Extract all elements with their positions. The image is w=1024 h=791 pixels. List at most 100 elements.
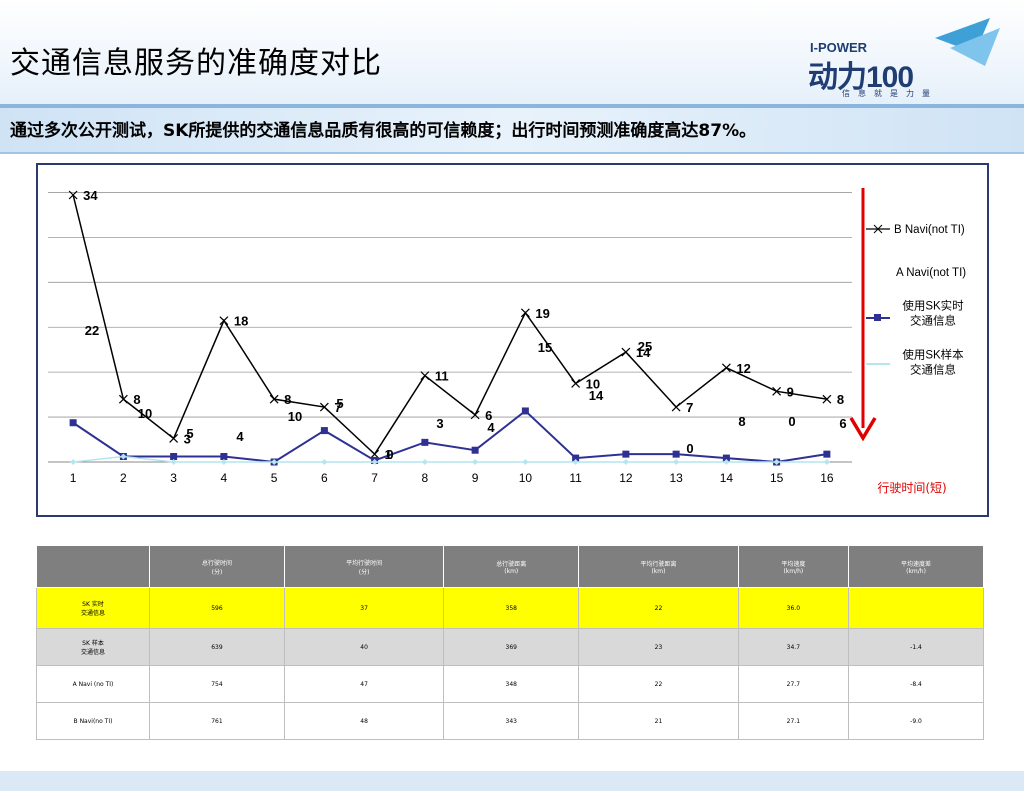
series-3-point xyxy=(371,459,378,465)
series-0-point xyxy=(420,371,430,381)
series-3-point xyxy=(622,459,629,465)
data-label: 4 xyxy=(487,420,495,435)
data-label: 3 xyxy=(184,431,191,446)
x-tick-label: 3 xyxy=(170,471,177,485)
data-label: 8 xyxy=(837,392,844,407)
legend-label: 使用SK样本 xyxy=(902,348,964,362)
table-header-cell: 平均速度差 (km/h) xyxy=(848,545,984,588)
table-header-row: 总行驶时间 (分) 平均行驶时间 (分) 总行驶距离 (km) 平均行驶距离 (km) 平均速度… xyxy=(36,545,984,588)
x-tick-label: 1 xyxy=(70,471,77,485)
series-0-point xyxy=(571,379,581,388)
table-cell: 369 xyxy=(443,628,580,666)
brand-logo: I-POWER 动力100 信息就是力量 xyxy=(800,18,1010,98)
series-0-point xyxy=(772,386,782,396)
table-header-cell: 平均行驶时间 (分) xyxy=(283,545,445,588)
data-label: 10 xyxy=(138,406,152,421)
series-line-2 xyxy=(72,409,828,464)
table-cell: 596 xyxy=(149,587,285,629)
data-label: 4 xyxy=(236,429,244,444)
x-tick-label: 11 xyxy=(569,471,582,485)
table-cell: 761 xyxy=(149,702,285,740)
series-line-0 xyxy=(72,194,827,456)
table-header-cell: 平均速度 (km/h) xyxy=(737,545,850,588)
x-tick-label: 13 xyxy=(669,471,683,485)
series-0-point xyxy=(520,308,530,318)
series-2-point xyxy=(220,453,228,461)
x-tick-label: 9 xyxy=(472,471,479,485)
series-0-point xyxy=(219,316,229,326)
comparison-table: 总行驶时间 (分) 平均行驶时间 (分) 总行驶距离 (km) 平均行驶距离 (km) 平均速度… xyxy=(36,545,984,740)
data-label: 1 xyxy=(385,447,392,462)
series-0-point xyxy=(822,394,832,404)
series-line-3 xyxy=(73,455,827,463)
series-0-point xyxy=(671,402,681,412)
x-tick-label: 15 xyxy=(770,471,784,485)
table-cell: 47 xyxy=(283,665,445,703)
table-cell: 22 xyxy=(578,665,739,703)
series-2-point xyxy=(572,454,580,462)
table-row: SK 实时 交通信息 596 37 358 22 36.0 xyxy=(36,587,984,629)
data-label: 10 xyxy=(586,376,600,391)
arrow-label: 行驶时间(短) xyxy=(877,480,946,495)
data-label: 0 xyxy=(686,441,693,456)
series-0-point xyxy=(118,394,128,404)
red-arrow-head xyxy=(849,417,877,442)
legend-label: B Navi(not TI) xyxy=(894,224,965,236)
table-header-cell: 平均行驶距离 (km) xyxy=(578,545,739,588)
data-label: 8 xyxy=(738,414,745,429)
data-label: 8 xyxy=(284,392,291,407)
data-label: 6 xyxy=(839,416,846,431)
x-tick-label: 10 xyxy=(519,471,533,485)
legend-label: 使用SK实时 xyxy=(902,299,964,313)
table-header-cell: 总行驶时间 (分) xyxy=(149,545,285,588)
series-2-point xyxy=(320,427,328,435)
data-label: 25 xyxy=(638,339,652,354)
logo-top-text: I-POWER xyxy=(810,40,868,55)
series-3-point xyxy=(773,459,780,465)
series-2-point xyxy=(622,450,630,458)
logo-bird-icon xyxy=(935,18,1000,66)
data-label: 3 xyxy=(436,416,443,431)
table-row: SK 样本 交通信息 639 40 369 23 34.7 -1.4 xyxy=(36,628,984,666)
series-0-point xyxy=(68,190,78,200)
table-cell: 358 xyxy=(443,587,580,629)
data-label: 0 xyxy=(788,414,795,429)
x-tick-label: 2 xyxy=(120,471,127,485)
data-label: 5 xyxy=(186,426,193,441)
table-cell: 348 xyxy=(443,665,580,703)
row-label: B Navi(no TI) xyxy=(36,702,150,740)
data-label: 12 xyxy=(736,361,750,376)
series-2-point xyxy=(722,454,730,462)
table-cell: 22 xyxy=(578,587,739,629)
x-tick-label: 8 xyxy=(422,471,429,485)
data-label: 7 xyxy=(334,400,341,415)
page-title: 交通信息服务的准确度对比 xyxy=(10,46,382,81)
series-0-point xyxy=(721,363,731,373)
series-0-point xyxy=(169,434,179,443)
table-cell: -1.4 xyxy=(848,628,984,666)
page-subtitle: 通过多次公开测试，SK所提供的交通信息品质有很高的可信赖度；出行时间预测准确度高… xyxy=(10,121,757,141)
series-0-point xyxy=(470,410,480,420)
series-0-point xyxy=(269,394,279,404)
data-label: 15 xyxy=(538,340,552,355)
series-3-point xyxy=(673,459,680,465)
row-label: SK 实时 交通信息 xyxy=(36,587,150,629)
data-label: 34 xyxy=(83,188,98,203)
series-0-point xyxy=(621,347,631,357)
data-label: 19 xyxy=(535,306,549,321)
logo-slogan: 信息就是力量 xyxy=(842,89,938,98)
table-cell: 37 xyxy=(283,587,445,629)
row-label: A Navi (no TI) xyxy=(36,665,150,703)
data-label: 18 xyxy=(234,314,248,329)
x-tick-label: 14 xyxy=(720,471,734,485)
legend-label: 交通信息 xyxy=(910,363,956,377)
data-label: 9 xyxy=(787,384,794,399)
series-3-point xyxy=(522,459,529,465)
legend-label: A Navi(not TI) xyxy=(896,267,966,279)
series-3-point xyxy=(220,459,227,465)
table-cell: -9.0 xyxy=(848,702,984,740)
series-3-point xyxy=(421,459,428,465)
series-2-point xyxy=(471,446,479,454)
x-tick-label: 16 xyxy=(820,471,834,485)
